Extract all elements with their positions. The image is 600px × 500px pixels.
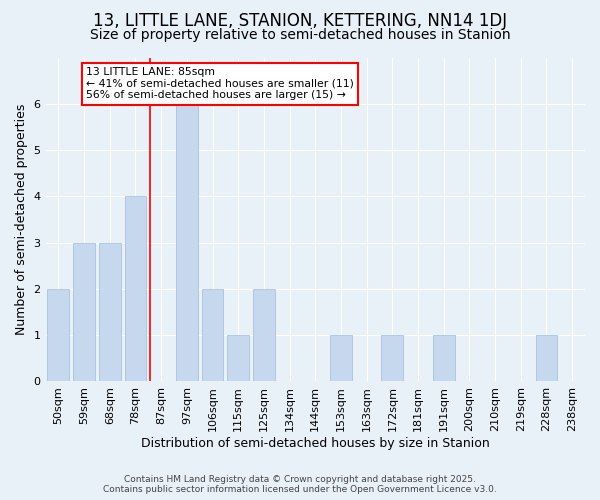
Bar xyxy=(176,104,198,382)
Bar xyxy=(536,335,557,382)
Y-axis label: Number of semi-detached properties: Number of semi-detached properties xyxy=(15,104,28,335)
Bar xyxy=(330,335,352,382)
Bar xyxy=(202,289,223,382)
Bar xyxy=(99,242,121,382)
Text: Size of property relative to semi-detached houses in Stanion: Size of property relative to semi-detach… xyxy=(89,28,511,42)
X-axis label: Distribution of semi-detached houses by size in Stanion: Distribution of semi-detached houses by … xyxy=(141,437,490,450)
Bar xyxy=(125,196,146,382)
Text: Contains HM Land Registry data © Crown copyright and database right 2025.
Contai: Contains HM Land Registry data © Crown c… xyxy=(103,474,497,494)
Bar xyxy=(227,335,249,382)
Bar xyxy=(433,335,455,382)
Bar xyxy=(382,335,403,382)
Bar xyxy=(47,289,70,382)
Text: 13 LITTLE LANE: 85sqm
← 41% of semi-detached houses are smaller (11)
56% of semi: 13 LITTLE LANE: 85sqm ← 41% of semi-deta… xyxy=(86,67,354,100)
Bar xyxy=(253,289,275,382)
Bar xyxy=(73,242,95,382)
Text: 13, LITTLE LANE, STANION, KETTERING, NN14 1DJ: 13, LITTLE LANE, STANION, KETTERING, NN1… xyxy=(93,12,507,30)
